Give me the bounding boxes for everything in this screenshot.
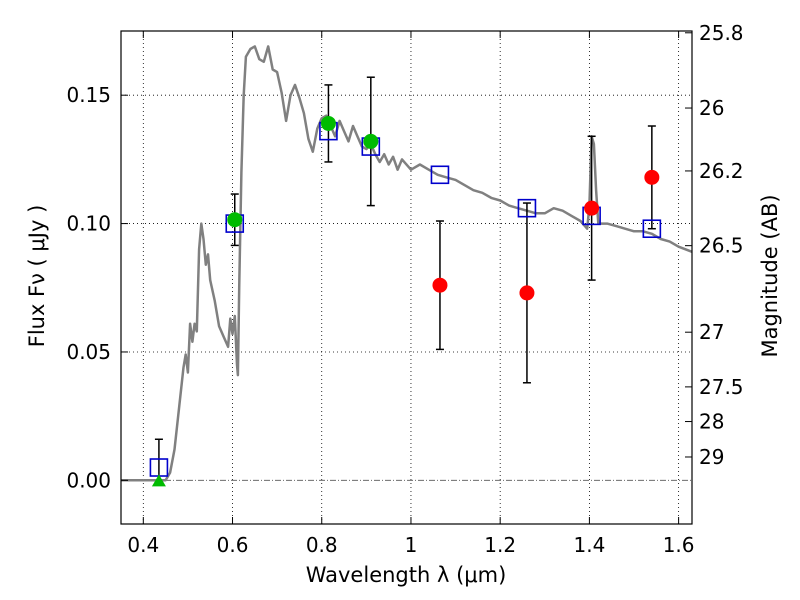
y2-tick-labels: 25.8 26 26.2 26.5 27 27.5 28 29 xyxy=(699,21,744,469)
y-tick-label: 0.05 xyxy=(66,340,111,364)
y-tick-label: 0.10 xyxy=(66,212,111,236)
x-tick-label: 1.6 xyxy=(663,533,695,557)
plot-frame xyxy=(120,30,693,525)
x-tick-label: 0.4 xyxy=(127,533,159,557)
x-tick-label: 1.2 xyxy=(484,533,516,557)
x-tick-label: 0.6 xyxy=(217,533,249,557)
y2-tick-label: 26 xyxy=(699,96,724,120)
model-spectrum xyxy=(121,45,693,482)
y-tick-label: 0.00 xyxy=(66,468,111,492)
x-axis-label: Wavelength λ (μm) xyxy=(306,563,507,587)
y2-tick-label: 27.5 xyxy=(699,375,744,399)
y2-tick-label: 26.5 xyxy=(699,234,744,258)
red-circle-point xyxy=(644,169,660,185)
plot-frame-box xyxy=(120,30,693,525)
green-circle-point xyxy=(227,212,243,228)
tick-marks xyxy=(121,31,692,524)
y2-tick-label: 29 xyxy=(699,445,724,469)
green-circle-point xyxy=(320,115,336,131)
y2-axis-label: Magnitude (AB) xyxy=(758,194,782,357)
error-bars xyxy=(154,76,656,481)
upper-limit-triangle xyxy=(151,474,166,487)
y-tick-labels: 0.00 0.05 0.10 0.15 xyxy=(66,83,111,492)
observed-points xyxy=(151,115,660,487)
y2-tick-label: 26.2 xyxy=(699,159,744,183)
green-circle-point xyxy=(363,133,379,149)
x-tick-label: 0.8 xyxy=(306,533,338,557)
x-tick-label: 1.4 xyxy=(573,533,605,557)
grid-lines xyxy=(121,31,692,524)
red-circle-point xyxy=(584,200,600,216)
model-photometry-square xyxy=(517,198,537,218)
model-photometry-square xyxy=(430,165,450,185)
y2-tick-label: 27 xyxy=(699,320,724,344)
model-photometry-points xyxy=(149,121,662,477)
red-circle-point xyxy=(519,285,535,301)
x-tick-label: 1 xyxy=(405,533,418,557)
model-spectrum-line xyxy=(121,45,693,482)
model-photometry-square xyxy=(642,219,662,239)
y2-tick-label: 25.8 xyxy=(699,21,744,45)
red-circle-point xyxy=(432,277,448,293)
y-axis-label: Flux Fν ( μJy ) xyxy=(25,205,49,348)
x-tick-labels: 0.4 0.6 0.8 1 1.2 1.4 1.6 xyxy=(127,533,694,557)
y2-tick-label: 28 xyxy=(699,410,724,434)
y-tick-label: 0.15 xyxy=(66,83,111,107)
